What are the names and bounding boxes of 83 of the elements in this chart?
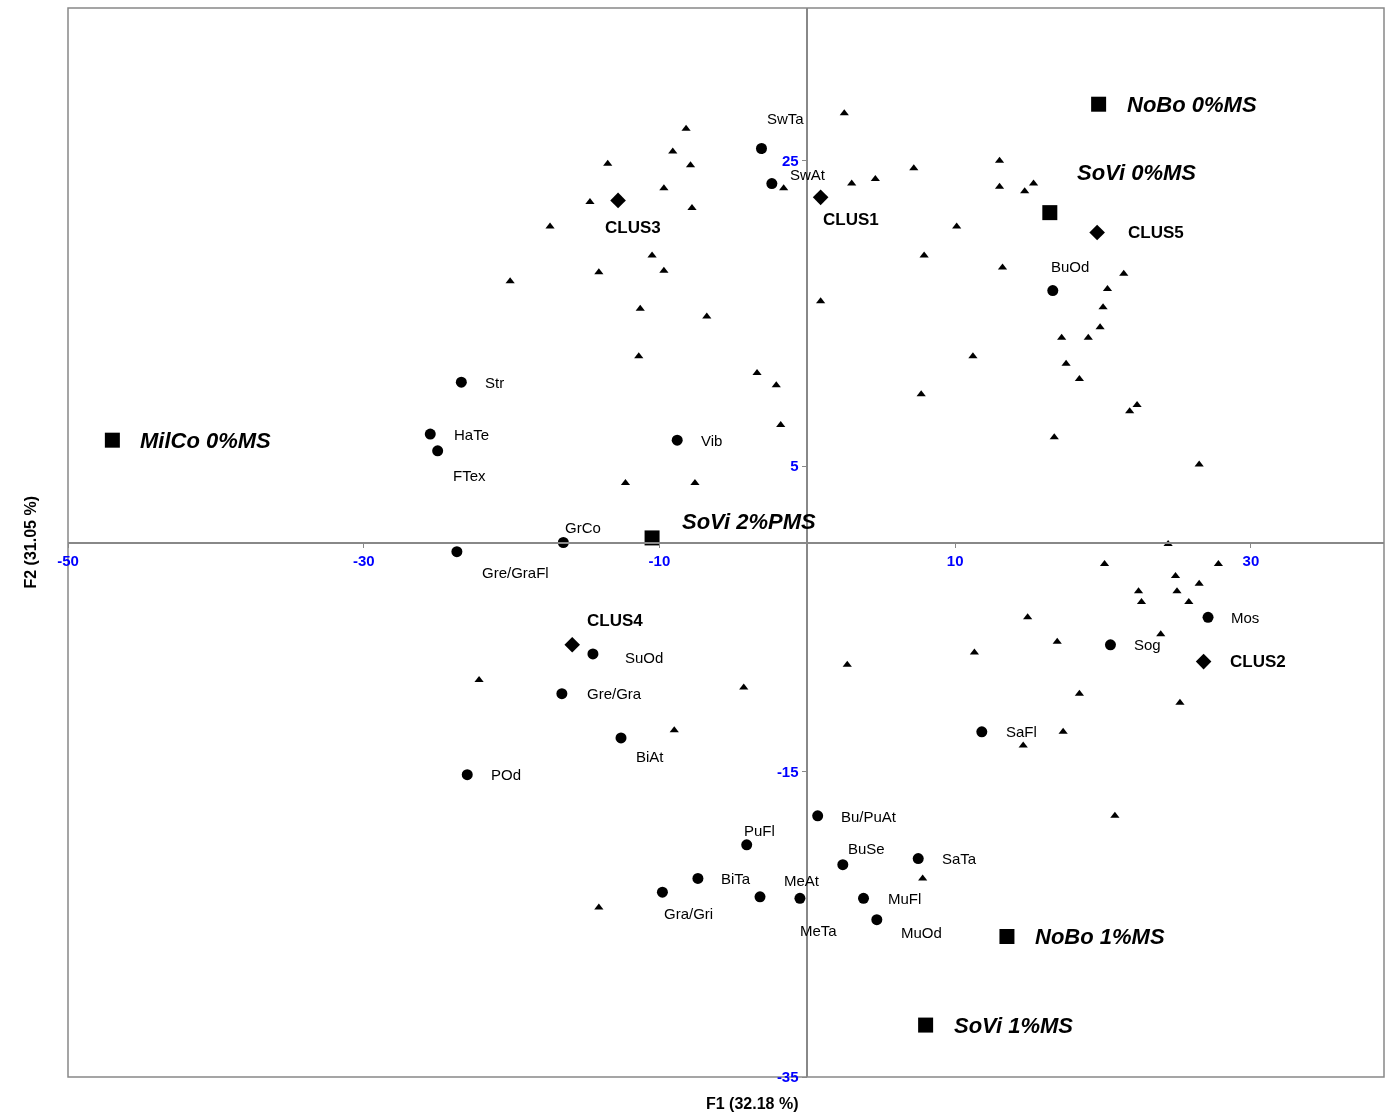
point	[754, 891, 766, 903]
annotation: Gre/GraFl	[482, 564, 549, 581]
annotation: Gre/Gra	[587, 685, 642, 702]
annotation: FTex	[453, 467, 486, 484]
point	[692, 872, 704, 884]
x-tick-label: 30	[1242, 552, 1260, 570]
point	[455, 376, 467, 388]
annotation: SaFl	[1006, 723, 1037, 740]
annotation: CLUS3	[605, 218, 661, 237]
annotation: Sog	[1134, 636, 1161, 653]
annotation: SoVi 1%MS	[954, 1013, 1074, 1038]
annotation: CLUS2	[1230, 652, 1286, 671]
point	[912, 853, 924, 865]
point	[741, 839, 753, 851]
annotation: MeAt	[784, 872, 820, 889]
annotation: BuOd	[1051, 258, 1090, 275]
annotation: BuSe	[848, 840, 885, 857]
annotation: SoVi 0%MS	[1077, 160, 1197, 185]
annotation: SwAt	[790, 166, 826, 183]
point	[424, 428, 436, 440]
x-tick-label: -50	[57, 552, 79, 570]
y-tick-label: 5	[790, 457, 799, 475]
point	[104, 432, 120, 448]
annotation: SuOd	[625, 649, 664, 666]
point	[794, 892, 806, 904]
point	[564, 637, 581, 653]
point	[1091, 96, 1107, 112]
point	[812, 189, 829, 206]
x-tick-label: -10	[648, 552, 671, 570]
point	[755, 143, 767, 154]
annotation: Mos	[1231, 609, 1260, 626]
point	[918, 1017, 934, 1033]
point	[556, 688, 568, 700]
point	[656, 886, 668, 898]
point	[610, 192, 626, 209]
annotation: CLUS1	[823, 210, 879, 229]
point	[837, 859, 849, 871]
annotation: MeTa	[800, 922, 838, 939]
annotation: NoBo 0%MS	[1127, 92, 1257, 117]
x-axis-title: F1 (32.18 %)	[706, 1095, 799, 1112]
annotation: Vib	[701, 432, 723, 449]
y-axis-title: F2 (31.05 %)	[21, 496, 39, 589]
point	[871, 914, 883, 926]
point	[1195, 653, 1212, 670]
annotation: Str	[485, 374, 505, 391]
annotation: BiAt	[636, 748, 665, 765]
y-tick-label: -35	[776, 1068, 799, 1086]
point	[587, 648, 599, 660]
point	[812, 810, 824, 822]
annotation: HaTe	[454, 426, 490, 443]
point	[858, 892, 870, 904]
annotation: MuOd	[901, 924, 942, 941]
annotation: POd	[491, 766, 522, 783]
point	[1042, 205, 1058, 221]
annotation: CLUS5	[1128, 223, 1184, 242]
annotation: SaTa	[942, 850, 977, 867]
annotation: SwTa	[767, 110, 805, 127]
point	[451, 546, 463, 558]
annotation: GrCo	[565, 519, 601, 536]
y-tick-label: 25	[781, 151, 799, 169]
point	[1104, 639, 1116, 651]
annotation: Bu/PuAt	[841, 808, 897, 825]
annotation: MilCo 0%MS	[140, 428, 272, 453]
point	[671, 434, 683, 446]
y-tick-label: -15	[776, 762, 799, 780]
annotation: BiTa	[721, 870, 751, 887]
annotation: MuFl	[888, 890, 922, 907]
point	[615, 732, 627, 744]
annotation: NoBo 1%MS	[1035, 924, 1165, 949]
x-tick-label: 10	[946, 552, 964, 570]
annotation: SoVi 2%PMS	[682, 509, 816, 534]
point	[1202, 611, 1214, 623]
point	[999, 929, 1015, 944]
annotation: Gra/Gri	[664, 905, 714, 922]
point	[461, 769, 473, 781]
point	[432, 445, 444, 457]
point	[766, 178, 778, 190]
annotation: PuFl	[744, 822, 775, 839]
point	[1089, 224, 1105, 241]
x-tick-label: -30	[352, 552, 375, 570]
annotation: CLUS4	[587, 611, 644, 630]
point	[976, 726, 988, 738]
point	[1047, 285, 1059, 297]
